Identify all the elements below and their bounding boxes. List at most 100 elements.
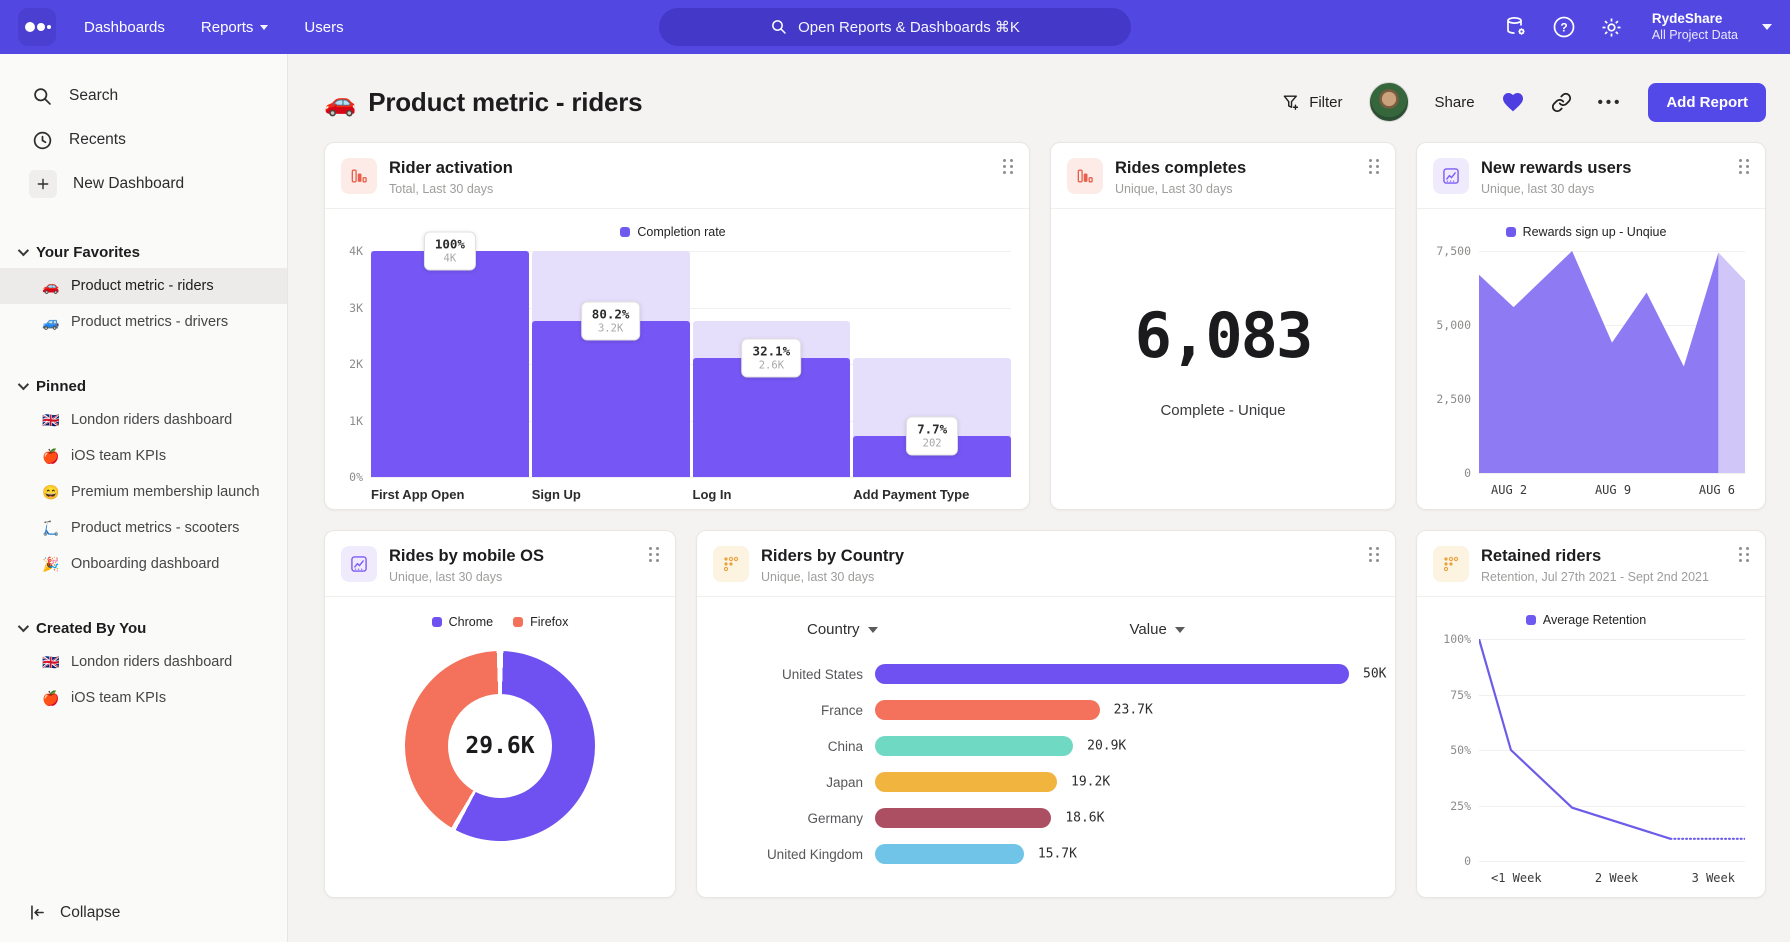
country-row-japan[interactable]: Japan 19.2K xyxy=(723,764,1369,800)
chart-legend: Average Retention xyxy=(1427,609,1745,631)
sidebar-item-ios-team-kpis-2[interactable]: 🍎 iOS team KPIs xyxy=(0,680,287,716)
favorite-heart-button[interactable] xyxy=(1501,90,1525,114)
funnel-step-add-payment-type[interactable]: 7.7%202 xyxy=(853,251,1011,477)
metric-big-number: 6,083 xyxy=(1135,299,1312,372)
row-label: United Kingdom xyxy=(723,847,863,862)
card-title: New rewards users xyxy=(1481,159,1631,178)
section-your-favorites-header[interactable]: Your Favorites xyxy=(0,236,287,268)
chart-legend: Chrome Firefox xyxy=(325,611,675,633)
avatar[interactable] xyxy=(1369,82,1409,122)
sidebar-item-label: Product metrics - scooters xyxy=(71,520,239,536)
card-title: Riders by Country xyxy=(761,547,904,566)
sidebar-item-label: iOS team KPIs xyxy=(71,690,166,706)
chevron-down-icon xyxy=(18,379,29,390)
copy-link-button[interactable] xyxy=(1551,92,1572,113)
sidebar-item-premium-membership-launch[interactable]: 😄 Premium membership launch xyxy=(0,474,287,510)
nav-reports[interactable]: Reports xyxy=(201,19,269,36)
card-drag-handle[interactable] xyxy=(1369,547,1381,562)
card-rider-activation: Rider activation Total, Last 30 days Com… xyxy=(324,142,1030,510)
row-label: Germany xyxy=(723,811,863,826)
sidebar-item-product-metric-riders[interactable]: 🚗 Product metric - riders xyxy=(0,268,287,304)
card-drag-handle[interactable] xyxy=(1739,547,1751,562)
country-row-china[interactable]: China 20.9K xyxy=(723,728,1369,764)
sidebar-recents[interactable]: Recents xyxy=(0,118,287,162)
donut-chart[interactable]: 29.6K xyxy=(405,651,595,841)
link-icon xyxy=(1551,92,1572,113)
funnel-value-chip: 80.2%3.2K xyxy=(581,302,641,341)
red-car-emoji-icon: 🚗 xyxy=(40,278,62,295)
card-subtitle: Unique, last 30 days xyxy=(761,570,904,584)
row-value: 19.2K xyxy=(1071,775,1110,790)
settings-gear-icon[interactable] xyxy=(1600,15,1624,39)
country-row-united-states[interactable]: United States 50K xyxy=(723,656,1369,692)
country-row-germany[interactable]: Germany 18.6K xyxy=(723,800,1369,836)
column-header-value[interactable]: Value xyxy=(1130,621,1185,638)
card-rides-completes: Rides completes Unique, Last 30 days 6,0… xyxy=(1050,142,1396,510)
sidebar-search[interactable]: Search xyxy=(0,74,287,118)
row-value: 20.9K xyxy=(1087,739,1126,754)
grid-dots-icon xyxy=(1433,546,1469,582)
section-created-by-you-header[interactable]: Created By You xyxy=(0,612,287,644)
legend-swatch-chrome xyxy=(432,617,442,627)
funnel-step-log-in[interactable]: 32.1%2.6K xyxy=(693,251,851,477)
sidebar-item-label: Premium membership launch xyxy=(71,484,260,500)
country-row-france[interactable]: France 23.7K xyxy=(723,692,1369,728)
share-button[interactable]: Share xyxy=(1435,94,1475,111)
donut-center-value: 29.6K xyxy=(405,651,595,841)
sidebar-item-london-riders-dashboard[interactable]: 🇬🇧 London riders dashboard xyxy=(0,402,287,438)
legend-swatch xyxy=(620,227,630,237)
sort-caret-icon xyxy=(868,627,878,633)
section-created-by-you: Created By You 🇬🇧 London riders dashboar… xyxy=(0,612,287,716)
row-label: France xyxy=(723,703,863,718)
column-header-country[interactable]: Country xyxy=(807,621,878,638)
project-chevron-down-icon[interactable] xyxy=(1762,24,1772,30)
card-rides-by-mobile-os: Rides by mobile OS Unique, last 30 days … xyxy=(324,530,676,898)
section-title: Your Favorites xyxy=(36,244,140,261)
project-name: All Project Data xyxy=(1652,28,1738,44)
card-drag-handle[interactable] xyxy=(649,547,661,562)
y-axis: 7,500 5,000 2,500 0 xyxy=(1427,251,1479,473)
filter-label: Filter xyxy=(1309,94,1342,111)
funnel-step-sign-up[interactable]: 80.2%3.2K xyxy=(532,251,690,477)
card-drag-handle[interactable] xyxy=(1003,159,1015,174)
party-emoji-icon: 🎉 xyxy=(40,556,62,573)
help-icon[interactable]: ? xyxy=(1552,15,1576,39)
funnel-step-first-app-open[interactable]: 100%4K xyxy=(371,251,529,477)
search-icon xyxy=(32,86,53,107)
data-management-icon[interactable] xyxy=(1504,15,1528,39)
row-value: 50K xyxy=(1363,667,1386,682)
sidebar-item-product-metrics-drivers[interactable]: 🚙 Product metrics - drivers xyxy=(0,304,287,340)
row-label: China xyxy=(723,739,863,754)
nav-dashboards[interactable]: Dashboards xyxy=(84,19,165,36)
search-placeholder: Open Reports & Dashboards ⌘K xyxy=(798,18,1020,36)
smiley-emoji-icon: 😄 xyxy=(40,484,62,501)
country-row-united-kingdom[interactable]: United Kingdom 15.7K xyxy=(723,836,1369,872)
more-options-button[interactable]: ••• xyxy=(1598,94,1623,111)
sidebar-item-onboarding-dashboard[interactable]: 🎉 Onboarding dashboard xyxy=(0,546,287,582)
global-search[interactable]: Open Reports & Dashboards ⌘K xyxy=(659,8,1131,46)
sidebar-item-london-riders-dashboard-2[interactable]: 🇬🇧 London riders dashboard xyxy=(0,644,287,680)
chevron-down-icon xyxy=(18,245,29,256)
page-title-text: Product metric - riders xyxy=(368,87,642,118)
scooter-emoji-icon: 🛴 xyxy=(40,520,62,537)
nav-users[interactable]: Users xyxy=(304,19,343,36)
collapse-icon xyxy=(28,903,47,922)
collapse-button[interactable]: Collapse xyxy=(28,903,120,922)
card-drag-handle[interactable] xyxy=(1369,159,1381,174)
project-switcher[interactable]: RydeShare All Project Data xyxy=(1652,11,1738,44)
heart-icon xyxy=(1501,90,1525,114)
sidebar-new-dashboard[interactable]: New Dashboard xyxy=(0,162,287,206)
sidebar-item-label: Product metric - riders xyxy=(71,278,214,294)
app-logo[interactable] xyxy=(18,8,56,46)
sidebar-item-ios-team-kpis[interactable]: 🍎 iOS team KPIs xyxy=(0,438,287,474)
funnel-value-chip: 32.1%2.6K xyxy=(742,339,802,378)
card-drag-handle[interactable] xyxy=(1739,159,1751,174)
share-label: Share xyxy=(1435,94,1475,111)
section-pinned-header[interactable]: Pinned xyxy=(0,370,287,402)
funnel-bar xyxy=(371,251,529,477)
row-bar xyxy=(875,844,1024,864)
card-riders-by-country: Riders by Country Unique, last 30 days C… xyxy=(696,530,1396,898)
sidebar-item-product-metrics-scooters[interactable]: 🛴 Product metrics - scooters xyxy=(0,510,287,546)
filter-button[interactable]: Filter xyxy=(1282,93,1342,112)
add-report-button[interactable]: Add Report xyxy=(1648,83,1766,122)
